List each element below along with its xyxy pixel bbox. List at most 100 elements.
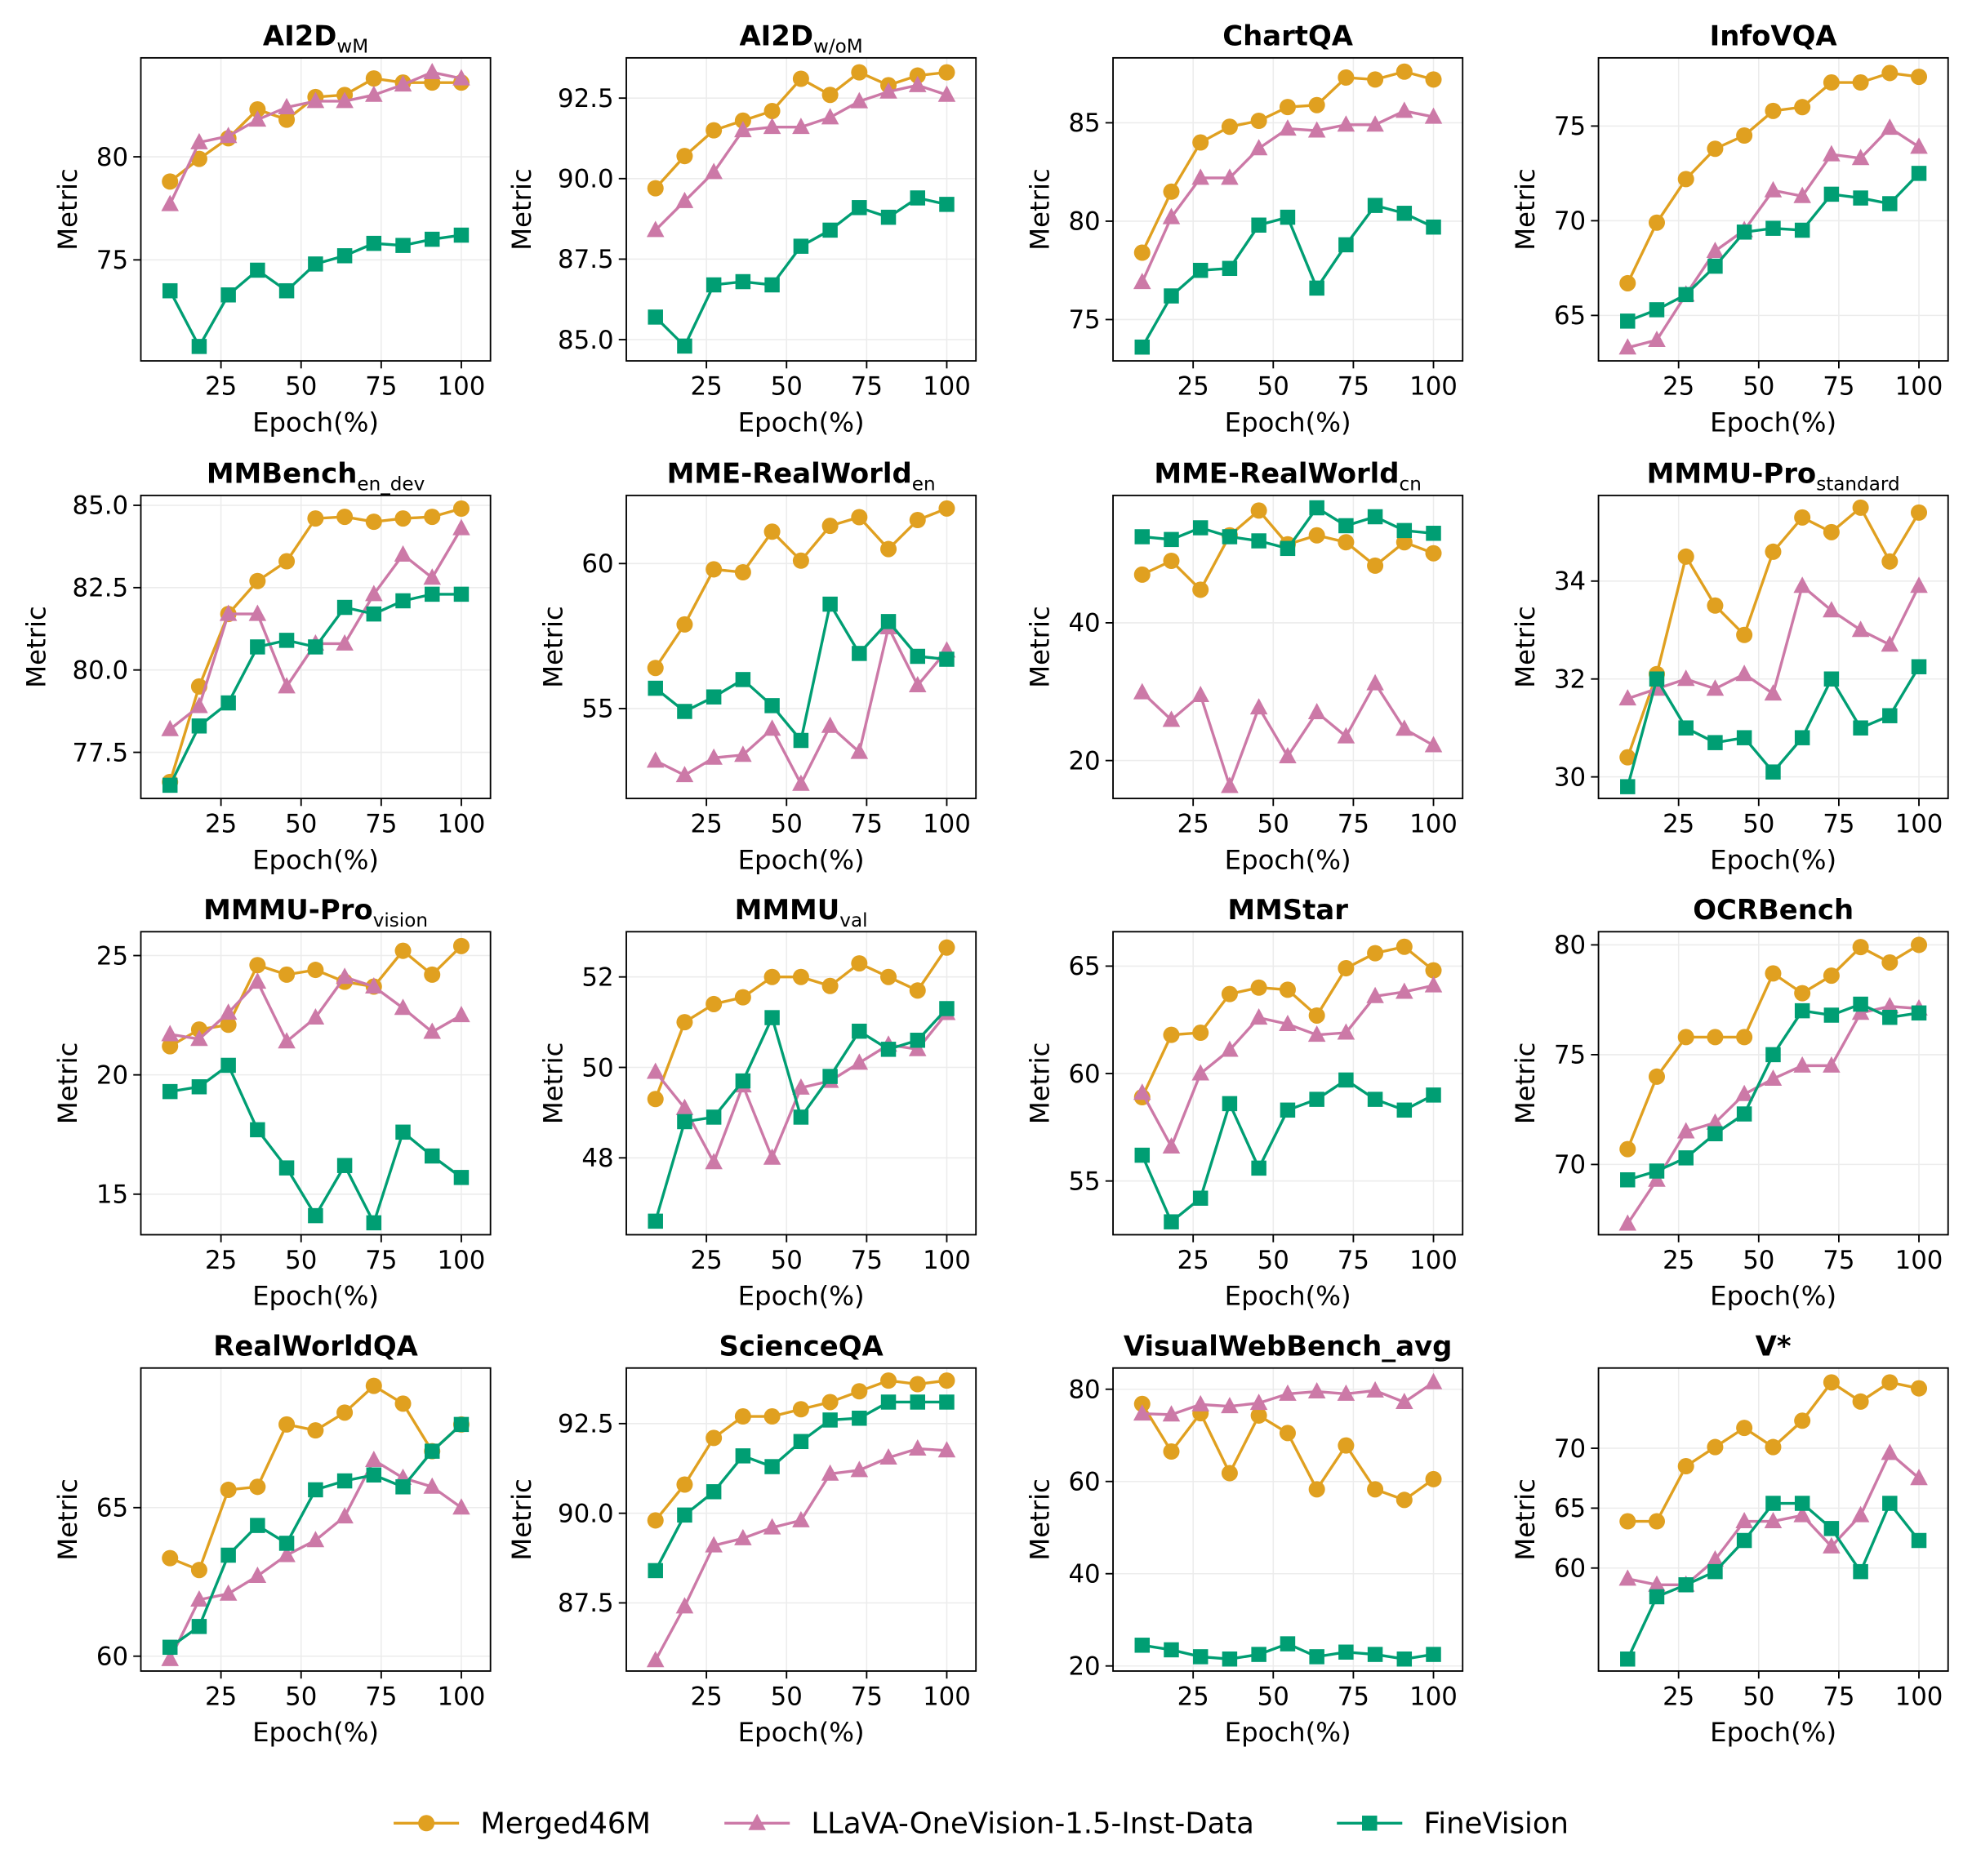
marker: [278, 97, 296, 114]
marker: [706, 277, 722, 293]
y-tick-label: 75: [1068, 305, 1100, 335]
marker: [1425, 1470, 1442, 1487]
x-axis-label: Epoch(%): [1225, 844, 1351, 875]
marker: [938, 64, 955, 81]
marker: [705, 162, 723, 180]
marker: [248, 110, 267, 127]
marker: [249, 572, 266, 589]
marker: [394, 75, 412, 92]
marker: [706, 122, 723, 139]
y-axis-label: Metric: [52, 168, 83, 251]
y-tick-label: 70: [1554, 1150, 1586, 1180]
marker: [763, 102, 781, 119]
marker: [1677, 1029, 1694, 1046]
subplot-title: MMStar: [1227, 894, 1348, 926]
marker: [647, 180, 664, 197]
series-line: [168, 593, 461, 786]
marker: [162, 1549, 179, 1567]
subplot: 25 50 75 100 48 50 52 Epoch(%) Metric MMMUval: [537, 894, 977, 1312]
marker: [1620, 779, 1636, 794]
marker: [1191, 1394, 1209, 1411]
marker: [821, 87, 839, 104]
marker: [706, 689, 722, 705]
marker: [395, 238, 411, 253]
title-main: MME-RealWorld: [667, 457, 912, 489]
series-line: [1141, 680, 1435, 791]
marker: [908, 1039, 927, 1056]
marker: [1910, 576, 1928, 593]
marker: [1911, 504, 1928, 521]
x-tick-label: 50: [771, 810, 803, 839]
plot-frame: [625, 1367, 977, 1672]
y-tick-label: 90.0: [558, 165, 614, 194]
marker: [675, 1597, 694, 1614]
marker: [425, 1148, 440, 1164]
plot-frame: [1597, 1367, 1949, 1672]
marker: [851, 64, 868, 81]
y-tick-label: 60: [581, 549, 613, 579]
subplot-title: MME-RealWorldcn: [1154, 457, 1422, 495]
marker: [705, 1153, 723, 1170]
title-main: MMStar: [1227, 894, 1348, 926]
marker: [1192, 1025, 1209, 1042]
marker: [1396, 1651, 1413, 1667]
marker: [880, 209, 897, 225]
x-axis-label: Epoch(%): [1225, 1717, 1351, 1748]
series-line: [1141, 984, 1434, 1150]
marker: [735, 672, 751, 687]
y-tick-label: 85.0: [73, 491, 129, 521]
x-tick-label: 75: [365, 1683, 397, 1712]
marker: [1367, 198, 1383, 213]
marker: [1425, 545, 1442, 562]
x-tick-label: 100: [1409, 810, 1458, 839]
marker: [850, 91, 869, 109]
marker: [908, 1439, 927, 1456]
subplot-title: MMMU-Prostandard: [1647, 457, 1900, 495]
marker: [1396, 63, 1413, 80]
marker: [909, 982, 926, 999]
marker: [647, 1091, 664, 1108]
x-tick-label: 25: [1663, 810, 1694, 839]
marker: [336, 1158, 353, 1173]
marker: [1793, 186, 1811, 203]
marker: [1736, 626, 1753, 643]
marker: [706, 1429, 723, 1447]
marker: [220, 1016, 237, 1034]
marker: [706, 995, 723, 1012]
marker: [1367, 509, 1383, 525]
plot-frame: [1597, 931, 1949, 1236]
marker: [190, 150, 207, 167]
marker: [190, 1590, 208, 1607]
marker: [763, 1408, 781, 1425]
marker: [1133, 566, 1151, 583]
marker: [162, 1038, 179, 1055]
marker: [1337, 115, 1355, 132]
marker: [735, 1448, 751, 1464]
subplot-title: RealWorldQA: [213, 1330, 418, 1362]
marker: [1619, 749, 1636, 766]
marker: [1882, 1009, 1898, 1025]
x-tick-label: 75: [851, 1246, 883, 1275]
x-tick-label: 100: [438, 1683, 486, 1712]
subplot: 25 50 75 100 60 65 70 Epoch(%) Metric V*: [1510, 1330, 1949, 1748]
marker: [1337, 727, 1355, 744]
subplot: 25 50 75 100 15 20 25 Epoch(%) Metric MMMU-Provis…: [52, 894, 492, 1312]
legend-label: FineVision: [1423, 1807, 1569, 1841]
marker: [1823, 967, 1840, 985]
x-tick-label: 75: [1338, 1683, 1369, 1712]
marker: [1366, 986, 1384, 1003]
marker: [1882, 196, 1898, 211]
series-line: [1141, 203, 1435, 349]
marker: [1823, 1536, 1841, 1554]
marker: [1192, 262, 1209, 278]
y-tick-label: 80: [96, 143, 128, 172]
marker: [453, 1416, 470, 1433]
marker: [792, 774, 810, 791]
series-line: [654, 507, 948, 669]
y-tick-label: 80: [1554, 931, 1586, 960]
marker: [908, 75, 927, 92]
marker: [1362, 1816, 1378, 1831]
marker: [1648, 1575, 1666, 1592]
marker: [1649, 671, 1665, 687]
y-tick-label: 85.0: [558, 326, 614, 355]
